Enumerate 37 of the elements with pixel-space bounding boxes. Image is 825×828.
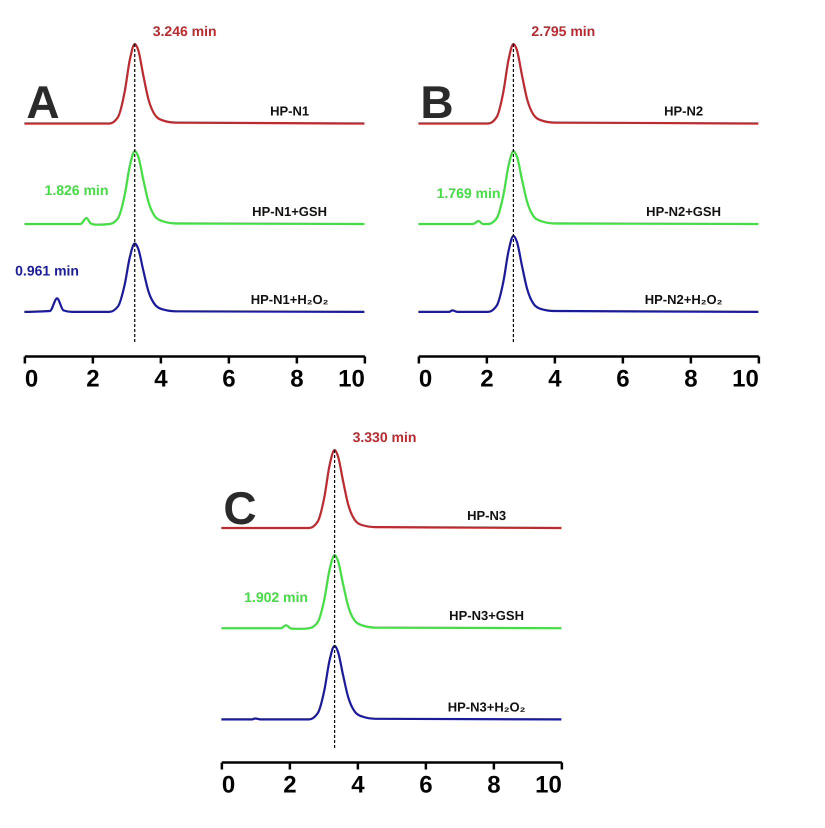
annotation: 1.826 min — [44, 182, 108, 198]
series-label: HP-N1 — [270, 104, 310, 118]
annotation: 1.769 min — [436, 185, 500, 201]
series-label: HP-N2 — [664, 104, 704, 118]
x-tick-label: 6 — [222, 366, 236, 392]
series-label: HP-N2+H₂O₂ — [644, 292, 723, 307]
series-label: HP-N1+H₂O₂ — [250, 292, 329, 307]
series-label: HP-N2+GSH — [646, 204, 721, 219]
x-tick-label: 4 — [548, 366, 562, 392]
x-tick-label: 8 — [290, 366, 304, 392]
x-tick-label: 0 — [418, 366, 432, 392]
series-label: HP-N1+GSH — [252, 204, 327, 219]
x-tick-label: 10 — [535, 772, 562, 798]
x-tick-label: 6 — [616, 366, 630, 392]
x-tick-label: 4 — [154, 366, 168, 392]
x-tick-label: 2 — [283, 772, 297, 798]
text: C — [223, 482, 257, 534]
annotation: 1.902 min — [244, 589, 308, 606]
x-tick-label: 2 — [86, 366, 100, 392]
x-tick-label: 8 — [487, 772, 501, 798]
annotation: 2.795 min — [531, 23, 596, 39]
text: A — [26, 76, 60, 128]
x-tick-label: 4 — [351, 772, 366, 798]
series-label: HP-N3 — [467, 508, 506, 523]
x-tick-label: 10 — [338, 366, 365, 392]
x-tick-label: 2 — [480, 366, 494, 392]
x-tick-label: 0 — [24, 366, 38, 392]
x-tick-label: 0 — [222, 772, 236, 798]
series-label: HP-N3+GSH — [449, 608, 524, 624]
x-tick-label: 10 — [732, 366, 759, 392]
text: B — [420, 76, 454, 128]
series-label: HP-N3+H₂O₂ — [448, 699, 526, 714]
annotation: 0.961 min — [15, 262, 79, 278]
annotation: 3.246 min — [152, 23, 217, 39]
annotation: 3.330 min — [352, 429, 416, 445]
x-tick-label: 8 — [684, 366, 698, 392]
x-tick-label: 6 — [419, 772, 433, 798]
